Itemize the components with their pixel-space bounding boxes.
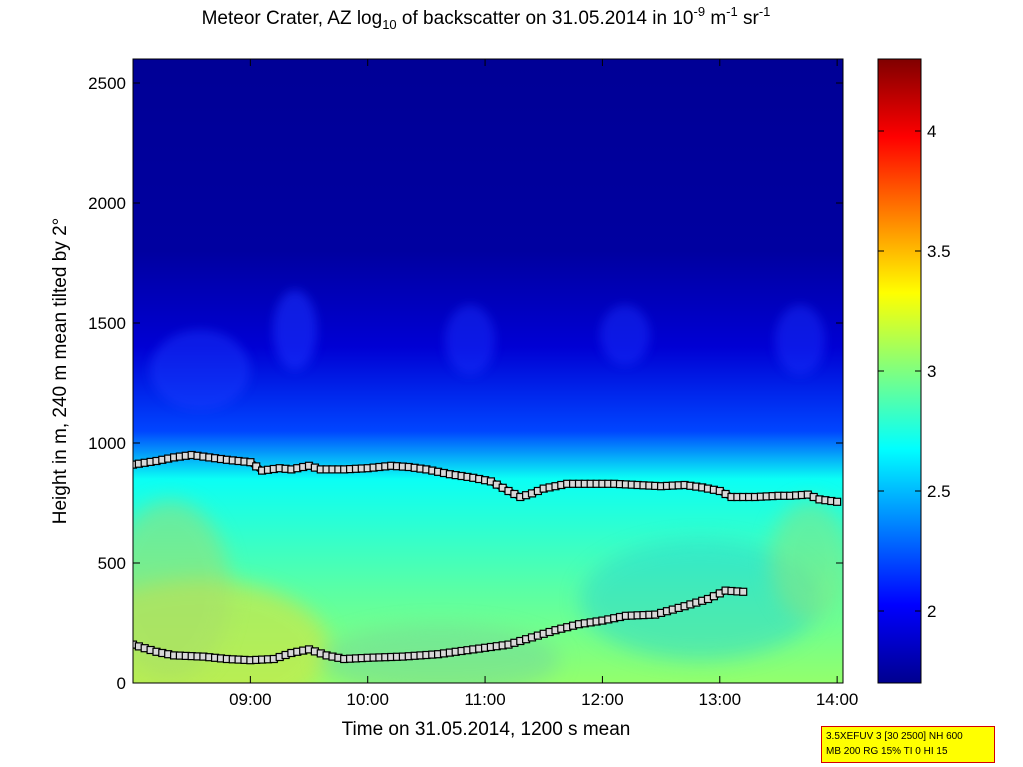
field-patch <box>775 305 825 375</box>
colorbar-tick-label: 2.5 <box>927 482 951 501</box>
field-patch <box>273 290 317 370</box>
info-line-1: 3.5XEFUV 3 [30 2500] NH 600 <box>826 731 963 742</box>
colorbar-tick-label: 2 <box>927 602 936 621</box>
x-tick-label: 12:00 <box>581 690 624 709</box>
x-axis: 09:00 10:00 11:00 12:00 13:00 14:00 <box>229 59 858 709</box>
series-markers-1 <box>133 450 842 506</box>
chart-title: Meteor Crater, AZ log10 of backscatter o… <box>201 4 771 32</box>
colorbar <box>877 58 922 684</box>
processing-info-box: 3.5XEFUV 3 [30 2500] NH 600 MB 200 RG 15… <box>821 726 995 763</box>
y-tick-label: 2500 <box>88 74 126 93</box>
series-markers-2 <box>133 586 748 665</box>
field-patch <box>133 500 230 680</box>
field-patch <box>150 330 250 410</box>
series-marker <box>739 587 748 596</box>
colorbar-tick-label: 3 <box>927 362 936 381</box>
field-patch <box>600 305 650 365</box>
colorbar-ticks: 2 2.5 3 3.5 4 <box>878 122 951 621</box>
x-tick-label: 14:00 <box>816 690 859 709</box>
colorbar-tick-label: 3.5 <box>927 242 951 261</box>
field-patch <box>770 500 843 620</box>
y-tick-label: 2000 <box>88 194 126 213</box>
field-patch <box>445 305 495 375</box>
x-tick-label: 11:00 <box>464 690 505 709</box>
series-group <box>133 450 842 665</box>
series-marker <box>252 462 261 471</box>
info-line-2: MB 200 RG 15% TI 0 HI 15 <box>826 746 948 757</box>
y-tick-label: 500 <box>98 554 126 573</box>
y-axis: 0 500 1000 1500 2000 2500 <box>88 74 843 693</box>
y-tick-label: 1000 <box>88 434 126 453</box>
y-axis-label: Height in m, 240 m mean tilted by 2° <box>50 218 71 524</box>
series-marker <box>832 497 842 506</box>
x-tick-label: 13:00 <box>699 690 742 709</box>
colorbar-tick-label: 4 <box>927 122 936 141</box>
plot-frame <box>132 58 844 684</box>
y-tick-label: 1500 <box>88 314 126 333</box>
x-tick-label: 10:00 <box>346 690 389 709</box>
x-tick-label: 09:00 <box>229 690 272 709</box>
y-tick-label: 0 <box>117 674 126 693</box>
series-marker <box>246 458 255 467</box>
x-axis-label: Time on 31.05.2014, 1200 s mean <box>342 719 631 740</box>
